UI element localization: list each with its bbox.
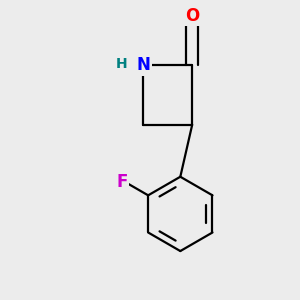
Text: O: O [185,7,199,25]
Text: F: F [116,173,128,191]
Text: N: N [136,56,150,74]
Text: H: H [116,57,127,71]
